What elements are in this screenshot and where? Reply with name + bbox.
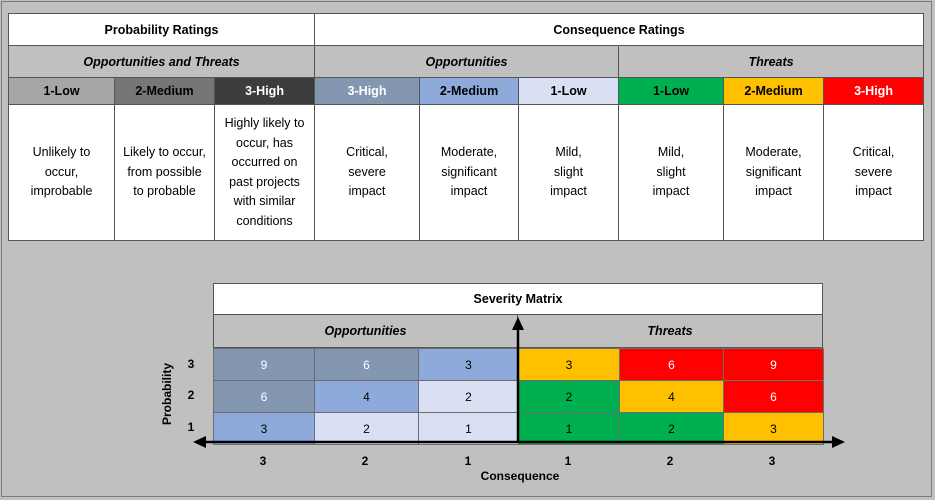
level-threat-medium: 2-Medium xyxy=(723,77,825,105)
threats-subheader: Threats xyxy=(618,45,925,78)
description-line: significant xyxy=(441,164,497,179)
rating-description-5: Mild, slight impact xyxy=(518,104,620,241)
level-threat-low: 1-Low xyxy=(618,77,725,105)
matrix-cell: 2 xyxy=(418,380,519,413)
cons-col-label-threat-3: 3 xyxy=(768,454,776,468)
rating-description-6: Mild, slight impact xyxy=(618,104,725,241)
level-prob-low: 1-Low xyxy=(8,77,115,105)
rating-description-3: Critical, severe impact xyxy=(314,104,421,241)
cons-col-label-threat-1: 1 xyxy=(564,454,572,468)
matrix-cell: 4 xyxy=(619,380,724,413)
description-line: to probable xyxy=(133,184,196,199)
description-line: Moderate, xyxy=(745,145,802,160)
description-line: impact xyxy=(652,184,690,199)
description-line: occur, xyxy=(44,164,79,179)
probability-axis-title: Probability xyxy=(160,363,174,426)
rating-description-7: Moderate, significant impact xyxy=(723,104,825,241)
cons-col-label-threat-2: 2 xyxy=(666,454,674,468)
cons-col-label-opp-2: 2 xyxy=(361,454,369,468)
description-line: Critical, xyxy=(852,145,895,160)
ratings-table: Probability Ratings Consequence Ratings … xyxy=(7,13,925,241)
level-prob-medium: 2-Medium xyxy=(114,77,215,105)
matrix-cell: 6 xyxy=(213,380,315,413)
description-line: Mild, xyxy=(555,145,582,160)
probability-ratings-header: Probability Ratings xyxy=(7,13,316,46)
description-line: Critical, xyxy=(346,145,388,160)
prob-subheader: Opportunities and Threats xyxy=(7,45,316,78)
description-line: Mild, xyxy=(657,145,685,160)
level-opp-low: 1-Low xyxy=(518,77,620,105)
description-line: Unlikely to xyxy=(32,145,91,160)
description-line: conditions xyxy=(236,213,293,228)
description-line: impact xyxy=(755,184,792,199)
matrix-threats-label: Threats xyxy=(518,315,823,348)
matrix-cell: 6 xyxy=(723,380,824,413)
rating-description-8: Critical, severe impact xyxy=(823,104,925,241)
rating-description-4: Moderate, significant impact xyxy=(419,104,520,241)
prob-row-label-1: 1 xyxy=(187,420,195,434)
matrix-opportunities-label: Opportunities xyxy=(213,315,518,348)
description-line: severe xyxy=(348,164,386,179)
level-threat-high: 3-High xyxy=(823,77,925,105)
consequence-axis-title: Consequence xyxy=(480,469,560,483)
description-line: impact xyxy=(450,184,488,199)
description-line: impact xyxy=(348,184,386,199)
description-line: improbable xyxy=(30,184,93,199)
description-line: past projects xyxy=(229,174,300,189)
description-line: impact xyxy=(855,184,892,199)
rating-description-1: Likely to occur, from possible to probable xyxy=(114,104,215,241)
description-line: slight xyxy=(656,164,686,179)
description-line: Moderate, xyxy=(440,145,498,160)
level-prob-high: 3-High xyxy=(213,77,316,105)
matrix-cell: 1 xyxy=(518,412,620,445)
matrix-cell: 3 xyxy=(213,412,315,445)
cons-col-label-opp-3: 3 xyxy=(259,454,267,468)
level-opp-high: 3-High xyxy=(314,77,421,105)
matrix-cell: 9 xyxy=(723,348,824,381)
matrix-cell: 3 xyxy=(518,348,620,381)
matrix-cell: 4 xyxy=(314,380,419,413)
severity-matrix-title: Severity Matrix xyxy=(213,283,823,315)
rating-description-0: Unlikely to occur, improbable xyxy=(8,104,115,241)
matrix-cell: 2 xyxy=(314,412,419,445)
matrix-cell: 6 xyxy=(619,348,724,381)
matrix-cell: 9 xyxy=(213,348,315,381)
level-opp-medium: 2-Medium xyxy=(419,77,520,105)
opportunities-subheader: Opportunities xyxy=(314,45,620,78)
matrix-cell: 3 xyxy=(723,412,824,445)
description-line: severe xyxy=(854,164,893,179)
prob-row-label-3: 3 xyxy=(187,357,195,371)
description-line: occur, has xyxy=(236,135,293,150)
consequence-ratings-header: Consequence Ratings xyxy=(314,13,925,46)
description-line: impact xyxy=(550,184,587,199)
matrix-cell: 3 xyxy=(418,348,519,381)
description-line: Highly likely to xyxy=(224,116,305,130)
description-line: slight xyxy=(553,164,584,179)
description-line: from possible xyxy=(127,164,202,179)
rating-description-2: Highly likely to occur, has occurred on pas… xyxy=(213,104,316,241)
matrix-cell: 2 xyxy=(518,380,620,413)
matrix-cell: 2 xyxy=(619,412,724,445)
description-line: occurred on xyxy=(231,155,298,169)
prob-row-label-2: 2 xyxy=(187,388,195,402)
matrix-cell: 6 xyxy=(314,348,419,381)
description-line: Likely to occur, xyxy=(123,145,206,160)
matrix-cell: 1 xyxy=(418,412,519,445)
description-line: significant xyxy=(745,164,802,179)
description-line: with similar xyxy=(233,194,296,208)
cons-col-label-opp-1: 1 xyxy=(464,454,472,468)
